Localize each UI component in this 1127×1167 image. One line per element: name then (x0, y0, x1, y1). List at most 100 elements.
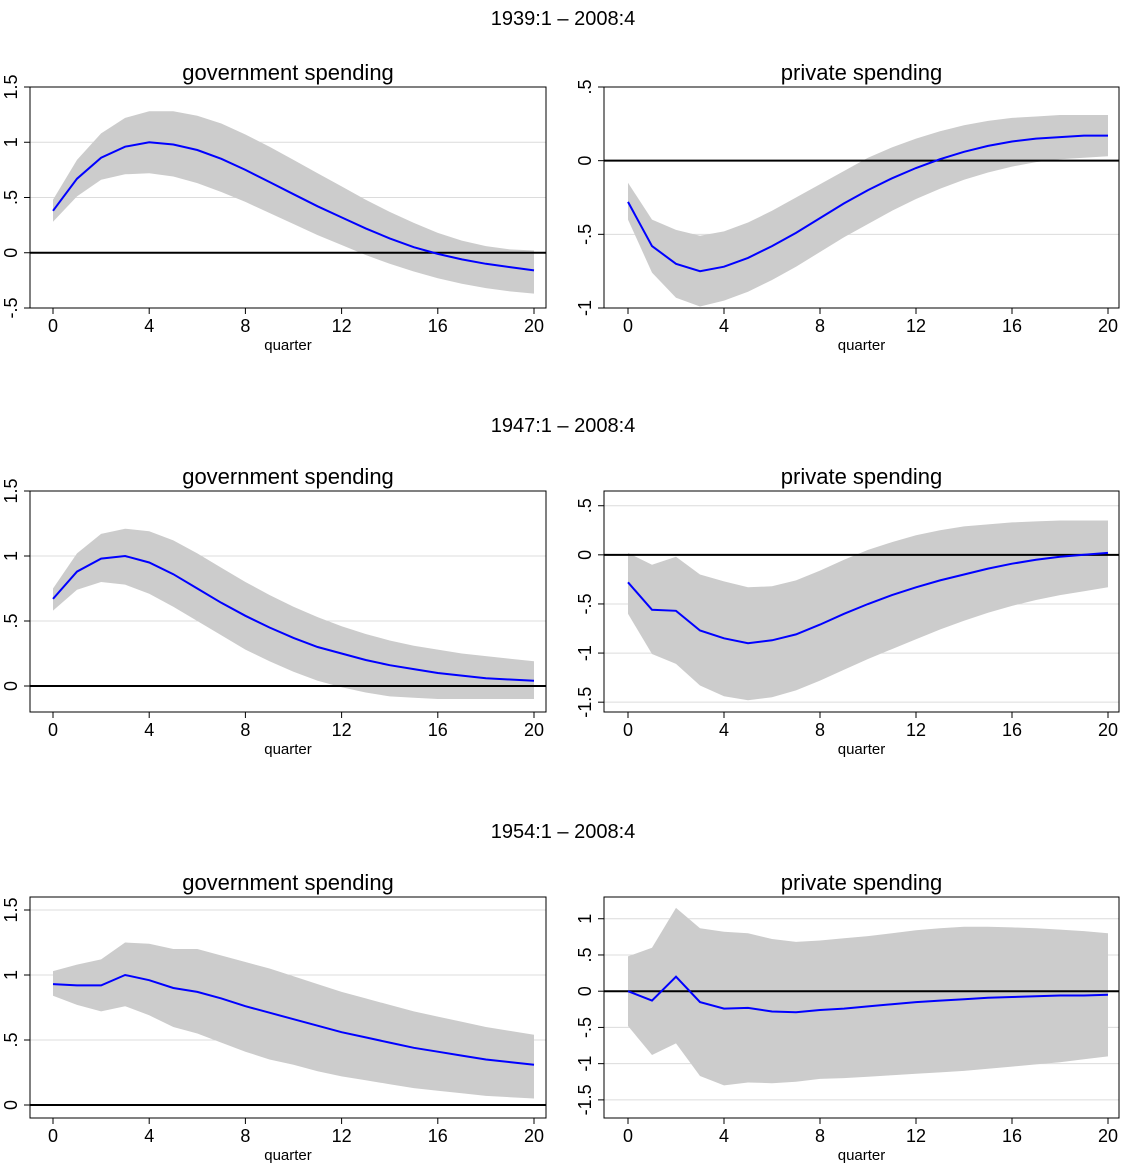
x-tick-label: 16 (428, 1126, 448, 1146)
y-tick-label: -1.5 (575, 687, 595, 718)
private-spending-panel: private spending -1.5 -1 -.5 0 .5 0 4 8 12 16 20 qua… (575, 464, 1120, 758)
panel-title: government spending (182, 60, 394, 85)
y-tick-label: 1.5 (1, 478, 21, 503)
x-tick-label: 12 (906, 316, 926, 336)
x-tick-label: 8 (815, 316, 825, 336)
x-tick-label: 16 (428, 316, 448, 336)
row-period-title: 1939:1 – 2008:4 (491, 8, 636, 30)
x-tick-label: 8 (815, 1126, 825, 1146)
x-tick-label: 8 (815, 720, 825, 740)
row-period-title: 1954:1 – 2008:4 (491, 821, 636, 843)
point-estimate-line (52, 973, 535, 1066)
x-tick-label: 0 (48, 1126, 58, 1146)
private-spending-panel: private spending -1 -.5 0 .5 0 4 8 12 16 20 quarter (575, 60, 1120, 354)
panel-title: government spending (182, 464, 394, 489)
chart-row-1: 1939:1 – 2008:4 government spending -.5 0 .5… (1, 8, 1120, 354)
x-tick-label: 0 (623, 1126, 633, 1146)
x-tick-label: 0 (623, 316, 633, 336)
x-tick-label: 16 (1002, 316, 1022, 336)
x-axis-label: quarter (838, 337, 886, 354)
x-tick-label: 8 (240, 316, 250, 336)
plot-frame (29, 490, 547, 713)
x-tick-label: 12 (332, 720, 352, 740)
y-tick-label: 1 (575, 914, 595, 924)
y-tick-label: -1 (575, 645, 595, 661)
y-tick-label: 1.5 (1, 897, 21, 922)
x-tick-label: 20 (1098, 1126, 1118, 1146)
y-tick-label: 0 (1, 681, 21, 691)
x-tick-label: 20 (524, 316, 544, 336)
point-estimate-line (627, 134, 1108, 273)
x-tick-label: 4 (719, 720, 729, 740)
plot-frame (603, 490, 1120, 713)
x-tick-label: 16 (1002, 1126, 1022, 1146)
x-axis-label: quarter (264, 741, 312, 758)
x-axis-label: quarter (264, 337, 312, 354)
point-estimate-line (627, 551, 1109, 645)
x-axis-label: quarter (264, 1147, 312, 1164)
y-tick-label: -1 (575, 1056, 595, 1072)
x-tick-label: 20 (524, 1126, 544, 1146)
y-tick-label: -.5 (1, 297, 21, 318)
y-tick-label: 0 (1, 248, 21, 258)
x-tick-label: 20 (1098, 316, 1118, 336)
y-tick-label: 0 (575, 156, 595, 166)
x-tick-label: 16 (428, 720, 448, 740)
government-spending-panel: government spending 0 .5 1 1.5 0 4 8 12 16 20 quart… (1, 464, 547, 758)
y-tick-label: 0 (1, 1100, 21, 1110)
confidence-band (628, 115, 1108, 307)
y-tick-label: 1.5 (1, 74, 21, 99)
confidence-band (53, 942, 534, 1099)
y-tick-label: -.5 (575, 593, 595, 614)
y-tick-label: -.5 (575, 1017, 595, 1038)
y-tick-label: -1 (575, 300, 595, 316)
x-tick-label: 12 (332, 1126, 352, 1146)
x-tick-label: 0 (48, 720, 58, 740)
government-spending-panel: government spending 0 .5 1 1.5 0 4 8 12 16 20 quart… (1, 870, 547, 1164)
y-tick-label: .5 (1, 190, 21, 205)
x-tick-label: 0 (48, 316, 58, 336)
chart-row-3: 1954:1 – 2008:4 government spending 0 .5 1 1.… (1, 821, 1120, 1164)
x-tick-label: 16 (1002, 720, 1022, 740)
confidence-band (628, 907, 1108, 1086)
y-tick-label: .5 (575, 947, 595, 962)
panel-title: private spending (781, 60, 942, 85)
panel-title: private spending (781, 464, 942, 489)
y-tick-label: 1 (1, 137, 21, 147)
government-spending-panel: government spending -.5 0 .5 1 1.5 0 4 8 12 16 20 qu… (1, 60, 547, 354)
x-tick-label: 20 (1098, 720, 1118, 740)
y-tick-label: .5 (1, 1032, 21, 1047)
x-axis-label: quarter (838, 1147, 886, 1164)
y-tick-label: -1.5 (575, 1084, 595, 1115)
x-tick-label: 4 (144, 1126, 154, 1146)
chart-row-2: 1947:1 – 2008:4 government spending 0 .5 1 1.… (1, 415, 1120, 758)
x-tick-label: 4 (719, 316, 729, 336)
panel-title: government spending (182, 870, 394, 895)
x-tick-label: 12 (906, 720, 926, 740)
x-tick-label: 8 (240, 1126, 250, 1146)
x-tick-label: 4 (719, 1126, 729, 1146)
x-tick-label: 12 (332, 316, 352, 336)
x-axis-label: quarter (838, 741, 886, 758)
point-estimate-line (52, 554, 535, 682)
x-tick-label: 0 (623, 720, 633, 740)
y-tick-label: 1 (1, 970, 21, 980)
y-tick-label: .5 (575, 498, 595, 513)
y-tick-label: 0 (575, 986, 595, 996)
y-tick-label: 1 (1, 551, 21, 561)
plot-frame (603, 86, 1120, 309)
x-tick-label: 20 (524, 720, 544, 740)
x-tick-label: 12 (906, 1126, 926, 1146)
x-tick-label: 4 (144, 316, 154, 336)
point-estimate-line (52, 141, 535, 272)
row-period-title: 1947:1 – 2008:4 (491, 415, 636, 437)
private-spending-panel: private spending -1.5 -1 -.5 0 .5 1 0 4 8 12 16 20 qu… (575, 870, 1120, 1164)
y-tick-label: -.5 (575, 224, 595, 245)
point-estimate-line (627, 975, 1109, 1014)
plot-frame (29, 896, 547, 1119)
confidence-band (53, 111, 534, 294)
y-tick-label: .5 (1, 613, 21, 628)
panel-title: private spending (781, 870, 942, 895)
x-tick-label: 8 (240, 720, 250, 740)
